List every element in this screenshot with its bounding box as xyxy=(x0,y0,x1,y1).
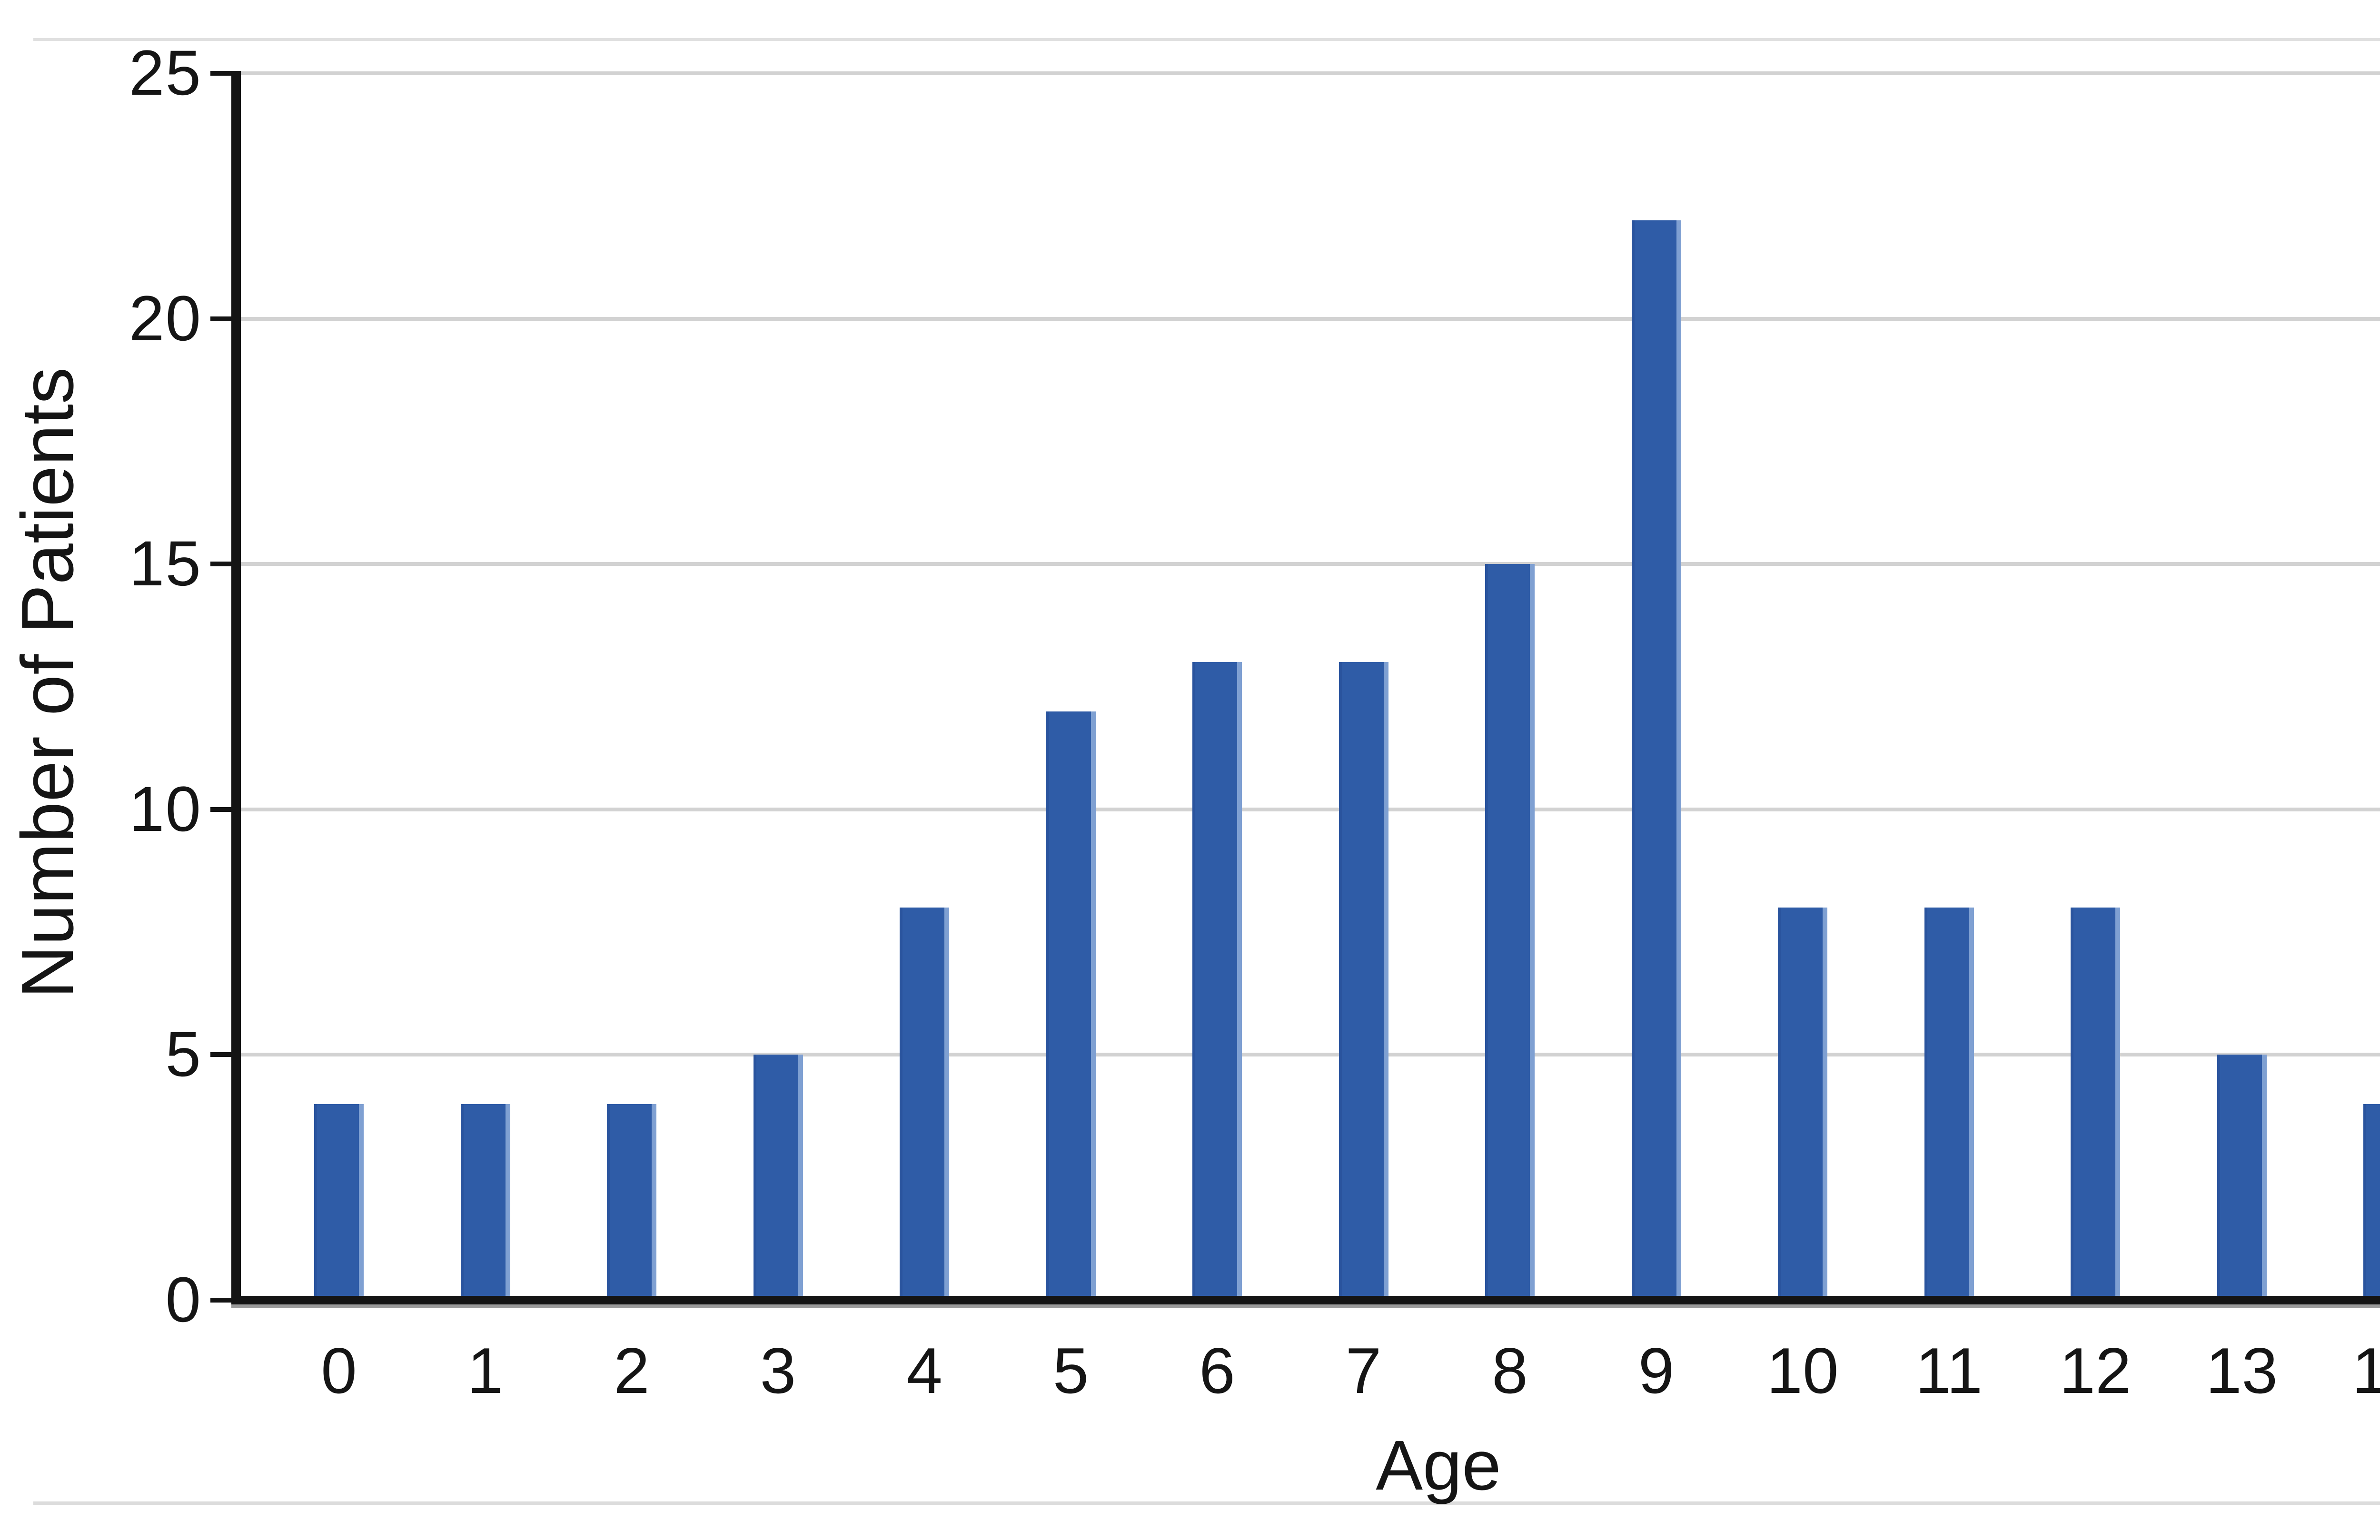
x-tick-label-12: 12 xyxy=(2059,1334,2132,1407)
gridline-y-5 xyxy=(241,1053,2380,1057)
bar-age-4 xyxy=(900,908,949,1300)
gridline-y-25 xyxy=(241,71,2380,75)
gridline-y-20 xyxy=(241,316,2380,321)
x-tick-label-3: 3 xyxy=(760,1334,796,1407)
x-axis-line xyxy=(231,1296,2380,1308)
y-axis-line xyxy=(231,71,241,1304)
y-tick-20 xyxy=(210,316,241,321)
x-tick-label-1: 1 xyxy=(467,1334,504,1407)
y-tick-25 xyxy=(210,71,241,76)
gridline-y-10 xyxy=(241,807,2380,811)
bar-age-12 xyxy=(2071,908,2120,1300)
y-axis-title: Number of Patients xyxy=(6,367,89,999)
y-tick-0 xyxy=(210,1298,241,1303)
x-tick-label-2: 2 xyxy=(614,1334,650,1407)
x-tick-label-14: 14 xyxy=(2352,1334,2380,1407)
bar-age-8 xyxy=(1485,564,1535,1300)
y-tick-10 xyxy=(210,807,241,812)
y-tick-5 xyxy=(210,1052,241,1057)
bar-age-3 xyxy=(753,1055,803,1300)
y-tick-label-10: 10 xyxy=(129,773,202,845)
y-tick-label-0: 0 xyxy=(165,1264,202,1335)
x-tick-label-11: 11 xyxy=(1915,1334,1983,1407)
x-tick-label-8: 8 xyxy=(1492,1334,1528,1407)
x-axis-title: Age xyxy=(1376,1426,1501,1505)
bar-age-0 xyxy=(314,1104,364,1300)
y-tick-label-15: 15 xyxy=(129,528,202,600)
bar-age-5 xyxy=(1046,711,1096,1300)
x-tick-label-9: 9 xyxy=(1638,1334,1675,1407)
page-bottom-rule xyxy=(33,1501,2380,1505)
bar-age-9 xyxy=(1631,220,1681,1300)
gridline-y-15 xyxy=(241,562,2380,566)
x-tick-label-7: 7 xyxy=(1345,1334,1382,1407)
x-tick-label-13: 13 xyxy=(2205,1334,2278,1407)
bar-age-14 xyxy=(2363,1104,2380,1300)
bar-age-10 xyxy=(1778,908,1827,1300)
y-tick-label-20: 20 xyxy=(129,283,202,354)
bar-age-7 xyxy=(1339,662,1388,1300)
page-top-rule xyxy=(33,38,2380,41)
y-tick-label-5: 5 xyxy=(165,1019,202,1090)
bar-age-1 xyxy=(460,1104,510,1300)
bar-age-2 xyxy=(607,1104,656,1300)
bar-age-6 xyxy=(1192,662,1242,1300)
x-tick-label-10: 10 xyxy=(1766,1334,1839,1407)
x-tick-label-0: 0 xyxy=(321,1334,357,1407)
x-tick-label-6: 6 xyxy=(1199,1334,1235,1407)
bar-age-11 xyxy=(1924,908,1974,1300)
x-tick-label-4: 4 xyxy=(906,1334,942,1407)
x-tick-label-5: 5 xyxy=(1052,1334,1089,1407)
y-tick-label-25: 25 xyxy=(129,38,202,109)
bar-age-13 xyxy=(2217,1055,2267,1300)
y-tick-15 xyxy=(210,562,241,567)
